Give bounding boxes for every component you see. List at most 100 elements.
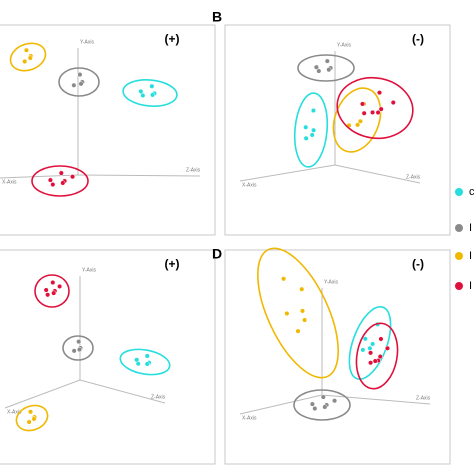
- axis: [4, 379, 81, 409]
- panel-letter: D: [212, 246, 222, 262]
- axis-label: Y-Axis: [82, 267, 96, 273]
- legend-label: I: [469, 280, 472, 292]
- point: [281, 276, 287, 282]
- point: [138, 88, 144, 94]
- panel-frame: [224, 249, 451, 465]
- point: [23, 47, 29, 53]
- point: [284, 310, 290, 317]
- point: [47, 177, 53, 183]
- point: [77, 72, 83, 78]
- point: [309, 401, 315, 407]
- legend-label: c: [469, 186, 474, 198]
- point: [303, 124, 309, 130]
- axis-label: Z-Axis: [406, 174, 421, 180]
- cluster-ellipse: [31, 165, 89, 197]
- point: [312, 405, 318, 412]
- axis: [0, 174, 79, 179]
- point: [299, 308, 306, 314]
- cluster-ellipse: [119, 348, 171, 376]
- point: [362, 336, 368, 342]
- point: [295, 328, 301, 334]
- panel-sign: (+): [165, 257, 180, 271]
- axis-label: Z-Axis: [186, 167, 201, 173]
- point: [27, 409, 34, 415]
- point: [144, 353, 150, 359]
- panel-frame: [0, 24, 216, 236]
- axis: [321, 394, 431, 405]
- point: [31, 416, 37, 422]
- point: [60, 180, 66, 186]
- axis-label: X-Axis: [242, 415, 257, 421]
- cluster-ellipse: [348, 306, 392, 380]
- point: [58, 170, 64, 176]
- axis-label: Z-Axis: [151, 394, 166, 400]
- axis-label: X-Axis: [2, 179, 17, 185]
- point: [384, 345, 391, 351]
- axis-label: Y-Axis: [80, 39, 94, 45]
- cluster-ellipse: [293, 92, 329, 168]
- point: [370, 109, 376, 115]
- cluster-ellipse: [336, 76, 414, 140]
- legend-label: I: [469, 250, 472, 262]
- legend-swatch: [455, 224, 463, 232]
- point: [299, 286, 305, 292]
- cluster-ellipse: [293, 389, 351, 421]
- legend-swatch: [455, 252, 463, 260]
- point: [372, 358, 378, 364]
- panel-frame: [0, 249, 216, 465]
- cluster-ellipse: [34, 274, 70, 308]
- axis: [239, 164, 336, 182]
- cluster-ellipse: [355, 322, 399, 390]
- point: [149, 83, 155, 89]
- point: [360, 347, 366, 353]
- axis-label: Y-Axis: [324, 279, 338, 285]
- cluster-ellipse: [297, 54, 355, 82]
- point: [76, 339, 82, 345]
- axis: [334, 164, 421, 184]
- point: [302, 317, 308, 323]
- cluster-ellipse: [15, 404, 49, 432]
- axis-label: Y-Axis: [337, 42, 351, 48]
- point: [43, 287, 49, 293]
- point: [150, 92, 156, 98]
- point: [140, 92, 146, 98]
- legend-label: I: [469, 222, 472, 234]
- point: [45, 292, 51, 298]
- point: [375, 109, 381, 116]
- point: [303, 135, 309, 141]
- point: [311, 127, 317, 133]
- cluster-ellipse: [257, 247, 339, 379]
- point: [71, 82, 77, 88]
- cluster-ellipse: [62, 335, 94, 361]
- panel-sign: (-): [412, 32, 424, 46]
- axis-label: X-Axis: [242, 182, 257, 188]
- panel-frame: [224, 24, 451, 236]
- point: [71, 348, 77, 354]
- point: [50, 279, 56, 286]
- axis-label: X-Axis: [7, 409, 22, 415]
- point: [378, 336, 384, 342]
- point: [322, 404, 328, 410]
- legend-swatch: [455, 188, 463, 196]
- point: [313, 64, 319, 70]
- panel-letter: B: [212, 9, 222, 25]
- point: [70, 174, 76, 180]
- point: [27, 55, 33, 61]
- point: [368, 360, 374, 366]
- axis: [77, 174, 201, 177]
- point: [368, 350, 374, 356]
- point: [26, 419, 32, 425]
- point: [361, 110, 367, 116]
- point: [76, 347, 83, 353]
- point: [22, 58, 28, 65]
- point: [324, 58, 330, 64]
- axis: [239, 394, 323, 415]
- point: [357, 118, 363, 124]
- point: [309, 132, 315, 138]
- cluster-ellipse: [9, 42, 47, 72]
- point: [359, 101, 366, 107]
- axis-label: Z-Axis: [416, 395, 431, 401]
- cluster-ellipse: [58, 67, 100, 97]
- point: [376, 90, 383, 96]
